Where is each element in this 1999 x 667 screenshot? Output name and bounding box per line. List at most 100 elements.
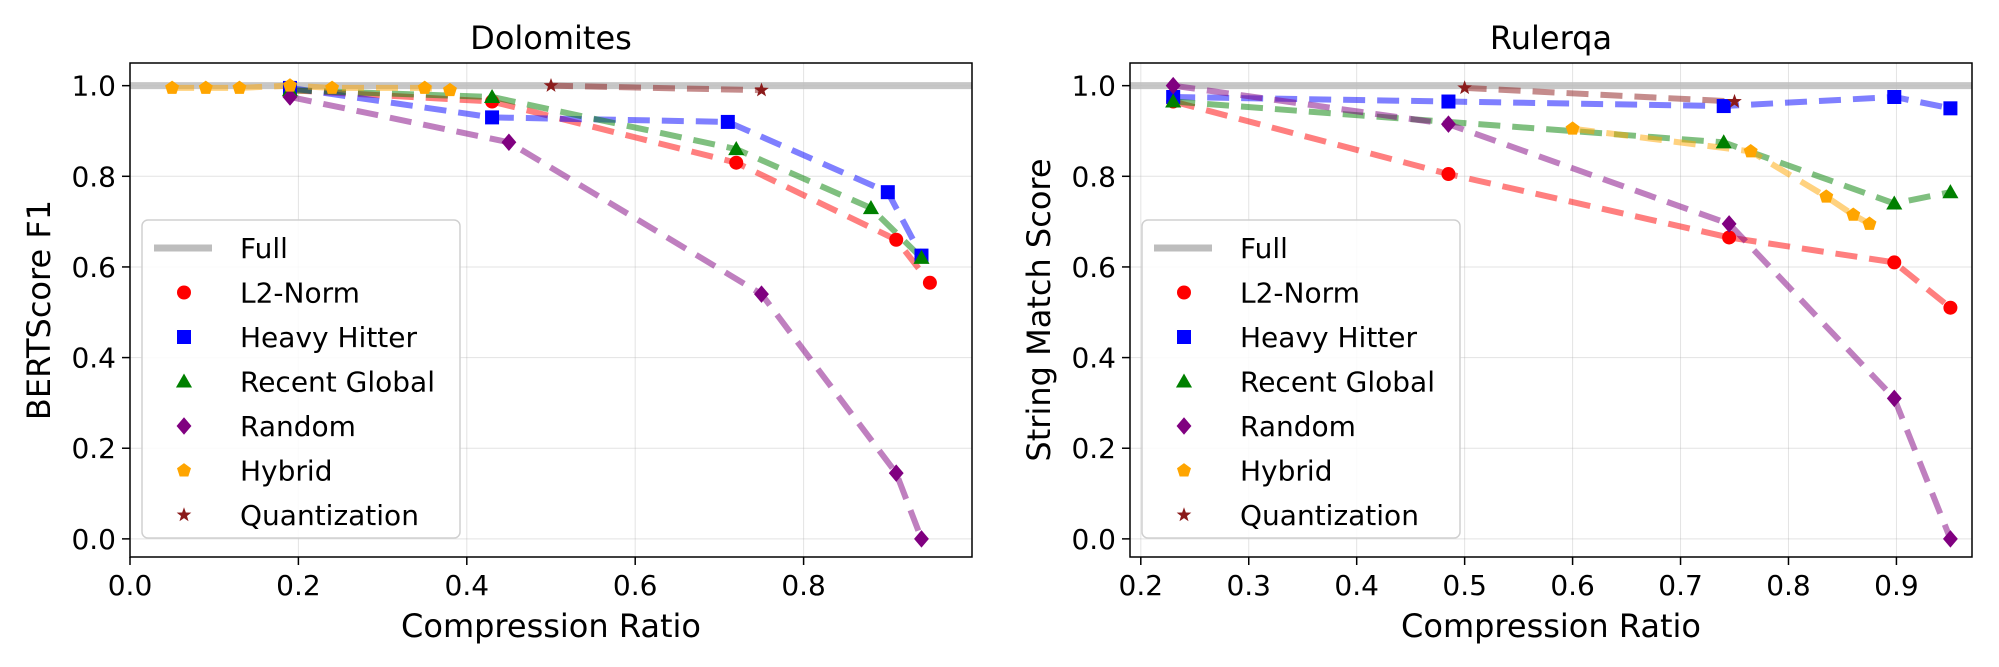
data-point-l2-norm — [1441, 167, 1456, 182]
legend-marker-l2-norm — [1177, 285, 1191, 300]
x-tick-label: 0.5 — [1442, 569, 1487, 602]
series-line-recent-global — [1172, 98, 1952, 207]
series-line-quantization — [1464, 84, 1735, 105]
data-point-hybrid — [417, 80, 432, 94]
data-point-random — [888, 464, 904, 482]
series-line-random — [1172, 82, 1954, 540]
x-tick-label: 0.6 — [1550, 569, 1595, 602]
legend-marker-quantization — [176, 507, 192, 522]
y-tick-label: 0.6 — [1071, 251, 1116, 284]
legend: Full L2-Norm Heavy Hitter Recent Global Rand… — [1141, 219, 1461, 539]
data-point-random — [1942, 530, 1958, 548]
data-point-recent-global — [728, 141, 745, 156]
x-tick-label: 0.3 — [1226, 569, 1271, 602]
data-point-random — [282, 88, 298, 106]
y-tick-label: 0.8 — [1071, 160, 1116, 193]
data-point-quantization — [1457, 80, 1472, 95]
data-point-heavy-hitter — [1887, 89, 1902, 104]
legend-marker-recent-global — [175, 373, 193, 388]
data-point-recent-global — [913, 249, 930, 264]
y-tick-label: 0.8 — [71, 160, 116, 193]
x-axis-label: Compression Ratio — [1401, 607, 1701, 645]
chart-dolomites: 0.0 0.2 0.4 0.6 0.8 0.0 0.2 0.4 0.6 0.8 1.0 Dolomit… — [20, 19, 973, 645]
y-axis-label: String Match Score — [1020, 158, 1058, 461]
series-line-l2-norm — [1172, 98, 1953, 311]
x-tick-label: 0.2 — [276, 569, 321, 602]
legend-marker-hybrid — [177, 463, 191, 477]
legend-label: Quantization — [1240, 499, 1419, 532]
legend-label: Hybrid — [1240, 455, 1332, 488]
data-point-hybrid — [325, 80, 340, 94]
data-point-hybrid — [232, 80, 247, 94]
legend-marker-random — [176, 417, 192, 435]
data-point-heavy-hitter — [1716, 99, 1731, 114]
legend-box — [1141, 219, 1461, 539]
y-tick-label: 0.0 — [1071, 523, 1116, 556]
data-point-random — [1721, 215, 1737, 233]
data-point-random — [914, 530, 929, 548]
legend-marker-heavy-hitter — [177, 330, 191, 344]
series-line-heavy-hitter — [289, 84, 925, 258]
data-point-recent-global — [1715, 134, 1732, 149]
legend-label: Full — [1240, 232, 1288, 265]
series-line-quantization — [550, 82, 762, 94]
legend-label: Random — [240, 410, 356, 443]
x-tick-label: 0.0 — [108, 569, 153, 602]
y-tick-label: 0.2 — [1071, 432, 1116, 465]
legend-marker-quantization — [1176, 507, 1192, 522]
data-point-recent-global — [862, 199, 880, 215]
legend-label: L2-Norm — [1240, 277, 1360, 310]
data-point-hybrid — [165, 80, 180, 94]
y-tick-label: 1.0 — [71, 70, 116, 103]
chart-rulerqa: 0.2 0.3 0.4 0.5 0.6 0.7 0.8 0.90.00.20.40.60.81… — [1020, 19, 1973, 645]
plot-frame — [1129, 62, 1973, 558]
data-point-l2-norm — [889, 232, 904, 247]
legend-label: Recent Global — [1240, 366, 1435, 399]
x-tick-label: 0.7 — [1658, 569, 1703, 602]
legend-marker-heavy-hitter — [1177, 330, 1191, 344]
data-point-hybrid — [1819, 189, 1834, 203]
x-tick-label: 0.6 — [613, 569, 658, 602]
data-point-random — [1441, 115, 1456, 133]
legend: Full L2-Norm Heavy Hitter Recent Global Rand… — [141, 219, 461, 539]
legend-label: Heavy Hitter — [240, 321, 417, 354]
legend-label: Random — [1240, 410, 1356, 443]
x-tick-label: 0.2 — [1119, 569, 1164, 602]
y-tick-label: 0.4 — [1071, 342, 1116, 375]
data-point-hybrid — [1846, 207, 1861, 221]
data-point-hybrid — [1862, 216, 1877, 230]
legend-marker-random — [1176, 417, 1192, 435]
x-tick-label: 0.4 — [445, 569, 490, 602]
legend-label: Recent Global — [240, 366, 435, 399]
data-point-recent-global — [1886, 195, 1903, 210]
data-point-hybrid — [442, 82, 457, 97]
data-point-heavy-hitter — [720, 114, 735, 129]
legend-box — [141, 219, 461, 539]
data-point-random — [1886, 389, 1902, 408]
y-tick-label: 0.4 — [71, 342, 116, 375]
data-point-recent-global — [484, 88, 501, 104]
data-point-quantization — [543, 77, 559, 92]
legend-marker-l2-norm — [177, 285, 191, 300]
y-tick-label: 1.0 — [1071, 70, 1116, 103]
data-point-hybrid — [1565, 121, 1580, 135]
data-point-heavy-hitter — [1441, 94, 1456, 109]
chart-title: Rulerqa — [1490, 19, 1612, 57]
y-axis-label: BERTScore F1 — [20, 200, 58, 420]
y-tick-label: 0.2 — [71, 432, 116, 465]
data-point-heavy-hitter — [485, 110, 500, 125]
chart-title: Dolomites — [470, 19, 632, 57]
data-point-hybrid — [1743, 144, 1758, 158]
data-point-l2-norm — [729, 155, 744, 170]
x-tick-label: 0.4 — [1334, 569, 1379, 602]
data-point-l2-norm — [1943, 300, 1958, 315]
x-tick-label: 0.9 — [1874, 569, 1919, 602]
legend-label: Quantization — [240, 499, 419, 532]
data-point-random — [501, 133, 517, 152]
data-point-l2-norm — [1887, 255, 1902, 270]
legend-marker-recent-global — [1175, 373, 1193, 388]
x-axis-label: Compression Ratio — [401, 607, 701, 645]
legend-label: Full — [240, 232, 288, 265]
y-tick-label: 0.0 — [71, 523, 116, 556]
legend-label: L2-Norm — [240, 277, 360, 310]
